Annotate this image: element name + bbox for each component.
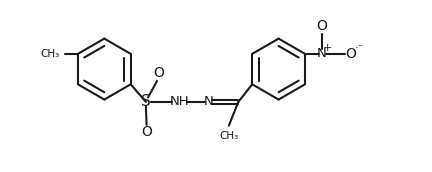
Text: O: O (153, 66, 164, 80)
Text: O: O (317, 19, 327, 33)
Text: N: N (203, 95, 213, 108)
Text: CH₃: CH₃ (41, 49, 60, 59)
Text: S: S (141, 94, 151, 109)
Text: +: + (323, 43, 332, 53)
Text: CH₃: CH₃ (219, 131, 238, 141)
Text: ·⁻: ·⁻ (355, 43, 365, 53)
Text: O: O (345, 47, 356, 61)
Text: N: N (317, 47, 327, 60)
Text: NH: NH (170, 95, 190, 108)
Text: O: O (141, 125, 152, 139)
